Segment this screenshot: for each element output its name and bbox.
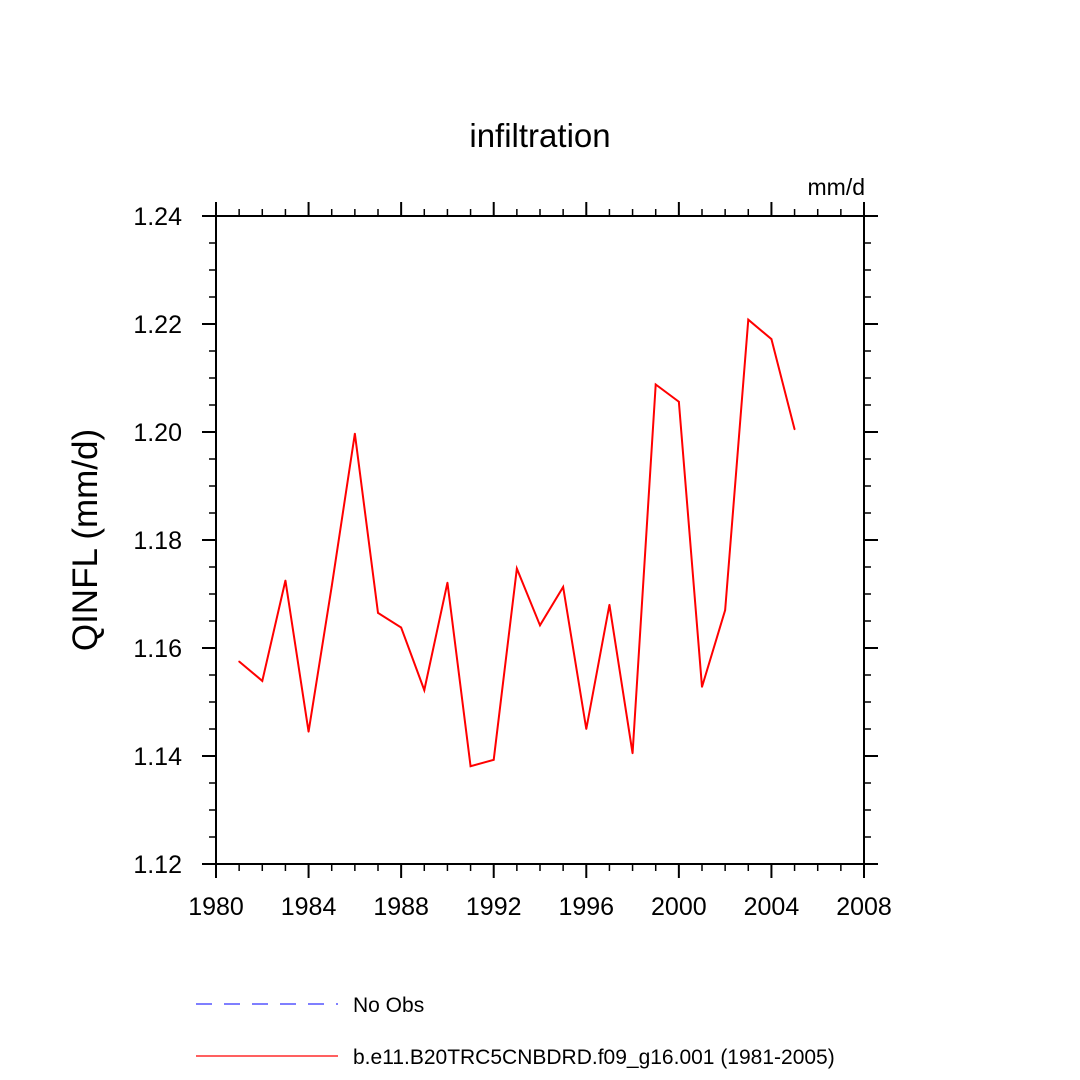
data-point bbox=[585, 728, 588, 730]
x-tick-label: 1980 bbox=[188, 893, 244, 921]
data-point bbox=[261, 680, 264, 682]
y-tick-label: 1.18 bbox=[133, 527, 182, 555]
series-line bbox=[238, 317, 796, 768]
y-tick-label: 1.22 bbox=[133, 311, 182, 339]
legend: No Obs b.e11.B20TRC5CNBDRD.f09_g16.001 (1… bbox=[196, 994, 835, 1069]
data-point bbox=[284, 579, 287, 582]
x-tick-label: 1992 bbox=[466, 893, 522, 921]
data-point bbox=[307, 730, 310, 733]
x-tick-label: 2008 bbox=[836, 893, 892, 921]
chart-title: infiltration bbox=[469, 117, 610, 154]
data-point bbox=[423, 689, 426, 692]
data-point bbox=[377, 612, 379, 614]
y-tick-label: 1.16 bbox=[133, 635, 182, 663]
data-point bbox=[654, 383, 657, 386]
data-point bbox=[562, 586, 565, 588]
x-tick-label: 1984 bbox=[281, 893, 337, 921]
legend-label: No Obs bbox=[353, 994, 424, 1017]
x-tick-label: 1996 bbox=[558, 893, 614, 921]
data-point bbox=[492, 758, 495, 761]
data-point bbox=[353, 432, 356, 435]
data-point bbox=[701, 685, 703, 688]
data-point bbox=[631, 752, 634, 755]
data-point bbox=[515, 567, 518, 570]
data-point bbox=[770, 338, 773, 341]
legend-label: b.e11.B20TRC5CNBDRD.f09_g16.001 (1981-20… bbox=[353, 1046, 835, 1069]
plot-frame bbox=[215, 215, 865, 865]
data-point bbox=[539, 624, 541, 627]
y-axis-title: QINFL (mm/d) bbox=[66, 429, 105, 651]
data-point bbox=[677, 400, 680, 403]
y-tick-label: 1.20 bbox=[133, 419, 182, 447]
units-label: mm/d bbox=[808, 174, 866, 200]
x-tick-label: 2000 bbox=[651, 893, 707, 921]
y-tick-label: 1.24 bbox=[133, 203, 182, 231]
y-tick-label: 1.12 bbox=[133, 851, 182, 879]
data-point bbox=[724, 609, 727, 612]
x-tick-label: 2004 bbox=[744, 893, 800, 921]
data-point bbox=[608, 603, 611, 606]
data-point bbox=[747, 318, 750, 321]
data-point bbox=[469, 765, 472, 768]
data-point bbox=[238, 660, 241, 663]
data-point bbox=[400, 626, 403, 629]
x-tick-label: 1988 bbox=[373, 893, 429, 921]
data-point bbox=[330, 585, 333, 588]
y-tick-label: 1.14 bbox=[133, 743, 182, 771]
axis-ticks: 1980 1984 1988 1992 1996 2000 2004 2008 1.12 1.14… bbox=[133, 202, 892, 921]
data-point bbox=[446, 581, 449, 584]
data-point bbox=[793, 428, 796, 431]
series-lines bbox=[238, 317, 796, 768]
